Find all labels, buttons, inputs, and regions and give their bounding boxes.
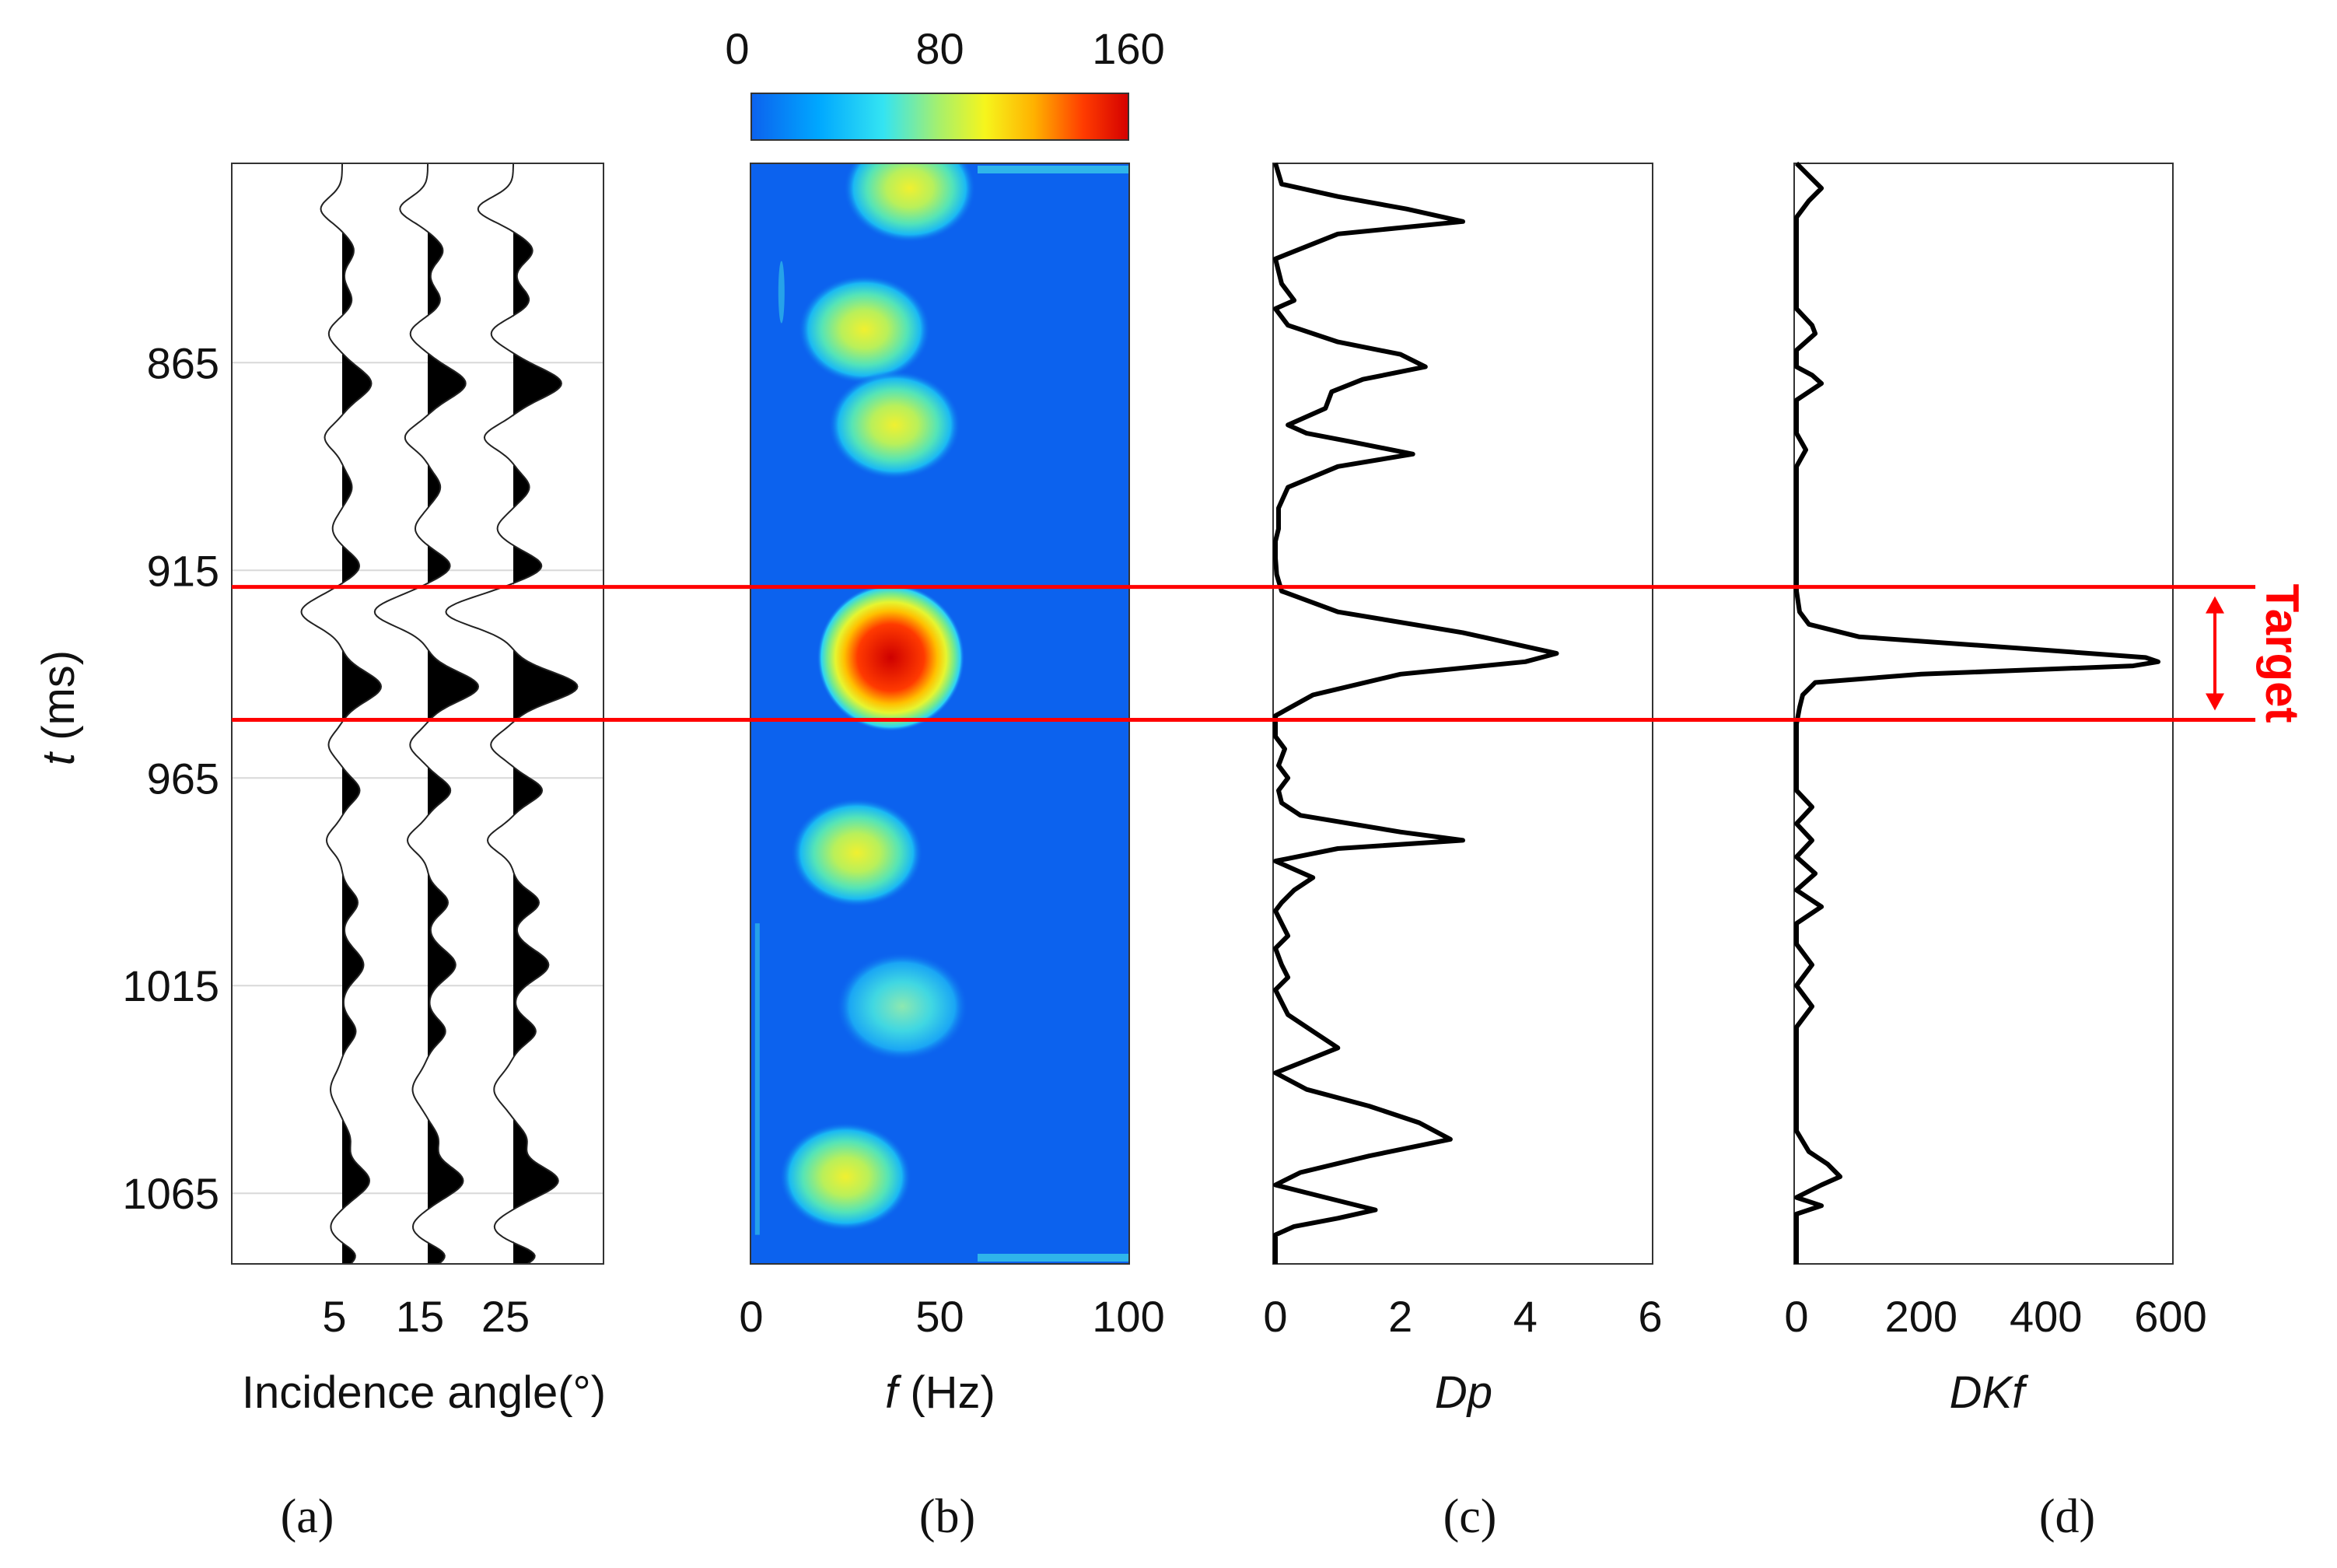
- panel-a-y-tick-label: 1015: [122, 961, 219, 1010]
- panel-a-y-tick-label: 915: [147, 546, 219, 595]
- panel-c-x-tick-label: 6: [1638, 1292, 1662, 1341]
- panel-d-dkf-curve: 0 200 400 600 DKf (d): [1784, 161, 2207, 1543]
- colorbar-tick-label: 0: [725, 24, 749, 73]
- panel-b-energy-blob: [817, 583, 965, 732]
- panel-a-gridlines: [232, 362, 603, 1195]
- panel-a-trace-fill-25: [513, 163, 578, 1264]
- panel-c-x-ticks: 0 2 4 6: [1263, 1292, 1662, 1341]
- panel-a-traces: [300, 163, 579, 1265]
- panel-b-x-tick-label: 100: [1092, 1292, 1164, 1341]
- panel-a-trace-25: [445, 163, 579, 1265]
- panel-d-x-label: DKf: [1950, 1367, 2030, 1418]
- target-double-arrow: [2206, 596, 2224, 711]
- panel-a-y-label: t (ms): [33, 650, 84, 765]
- panel-b-energy-blob: [790, 798, 923, 908]
- panel-c-x-tick-label: 4: [1513, 1292, 1538, 1341]
- panel-c-frame: [1272, 163, 1653, 1265]
- panel-b-energy-blob: [779, 1122, 912, 1231]
- target-annotation: Target: [232, 584, 2308, 723]
- panel-b-energy-blob: [836, 951, 968, 1061]
- panel-a-trace-fill-15: [428, 163, 478, 1264]
- panel-b-tag: (b): [919, 1490, 975, 1543]
- panel-a-y-tick-label: 965: [147, 754, 219, 803]
- panel-d-x-ticks: 0 200 400 600: [1784, 1292, 2206, 1341]
- panel-a-x-tick-label: 15: [396, 1292, 444, 1341]
- panel-b-top-edge-band: [978, 166, 1128, 173]
- panel-a-trace-5: [300, 163, 383, 1265]
- panel-c-x-label: Dp: [1435, 1367, 1492, 1418]
- panel-b-energy-blob: [843, 163, 976, 243]
- panel-d-tag-text: (d): [2039, 1490, 2095, 1543]
- panel-a-y-tick-label: 865: [147, 338, 219, 387]
- panel-b-low-freq-streak: [754, 923, 760, 1235]
- colorbar-tick-label: 80: [915, 24, 964, 73]
- colorbar-tick-label: 160: [1092, 24, 1164, 73]
- panel-a-tag: (a): [281, 1490, 334, 1543]
- panel-d-x-tick-label: 400: [2010, 1292, 2082, 1341]
- panel-b-spectrogram: 0 80 160 0 50 100 f (Hz) (b): [725, 24, 1164, 1543]
- panel-b-low-freq-streak: [778, 261, 785, 324]
- panel-b-energy-blobs: [754, 163, 1128, 1262]
- panel-b-x-ticks: 0 50 100: [739, 1292, 1164, 1341]
- panel-a-x-tick-label: 5: [322, 1292, 346, 1341]
- panel-c-dp-series-line: [1273, 163, 1559, 1264]
- panel-c-x-tick-label: 0: [1263, 1292, 1287, 1341]
- panel-b-energy-blob: [828, 370, 961, 480]
- colorbar-ticks: 0 80 160: [725, 24, 1164, 73]
- panel-d-dkf-series-line: [1794, 161, 2160, 1264]
- panel-a-x-ticks: 5 15 25: [322, 1292, 530, 1341]
- panel-a-seismic-gathers: 865 915 965 1015 1065 5 15 25 Incidence angle(…: [33, 163, 606, 1543]
- target-label: Target: [2256, 584, 2308, 723]
- panel-a-frame: [231, 163, 604, 1265]
- panel-a-x-tick-label: 25: [481, 1292, 530, 1341]
- target-arrow-head-top: [2206, 596, 2224, 614]
- panel-b-tag-text: (b): [919, 1490, 975, 1543]
- panel-d-frame: [1793, 163, 2174, 1265]
- panel-d-x-tick-label: 600: [2134, 1292, 2206, 1341]
- panel-d-tag: (d): [2039, 1490, 2095, 1543]
- panel-a-y-tick-label: 1065: [122, 1169, 219, 1218]
- panel-a-trace-fill-5: [342, 163, 381, 1264]
- panel-c-x-tick-label: 2: [1388, 1292, 1412, 1341]
- panel-a-y-ticks: 865 915 965 1015 1065: [122, 338, 219, 1218]
- panel-c-tag-text: (c): [1443, 1490, 1497, 1543]
- target-arrow-head-bottom: [2206, 693, 2224, 711]
- panel-c-dp-curve: 0 2 4 6 Dp (c): [1263, 163, 1663, 1543]
- panel-d-x-tick-label: 200: [1885, 1292, 1957, 1341]
- panel-b-x-tick-label: 0: [739, 1292, 763, 1341]
- panel-d-x-tick-label: 0: [1784, 1292, 1808, 1341]
- panel-a-trace-15: [373, 163, 480, 1265]
- panel-b-frame: [750, 163, 1130, 1265]
- panel-c-tag: (c): [1443, 1490, 1497, 1543]
- panel-a-tag-text: (a): [281, 1490, 334, 1543]
- panel-b-bottom-edge-band: [978, 1254, 1128, 1262]
- panel-b-energy-blob: [798, 275, 931, 384]
- panel-b-x-label: f (Hz): [885, 1367, 995, 1418]
- colorbar: [750, 93, 1129, 141]
- panel-b-x-tick-label: 50: [915, 1292, 964, 1341]
- panel-a-x-label: Incidence angle(°): [242, 1367, 606, 1418]
